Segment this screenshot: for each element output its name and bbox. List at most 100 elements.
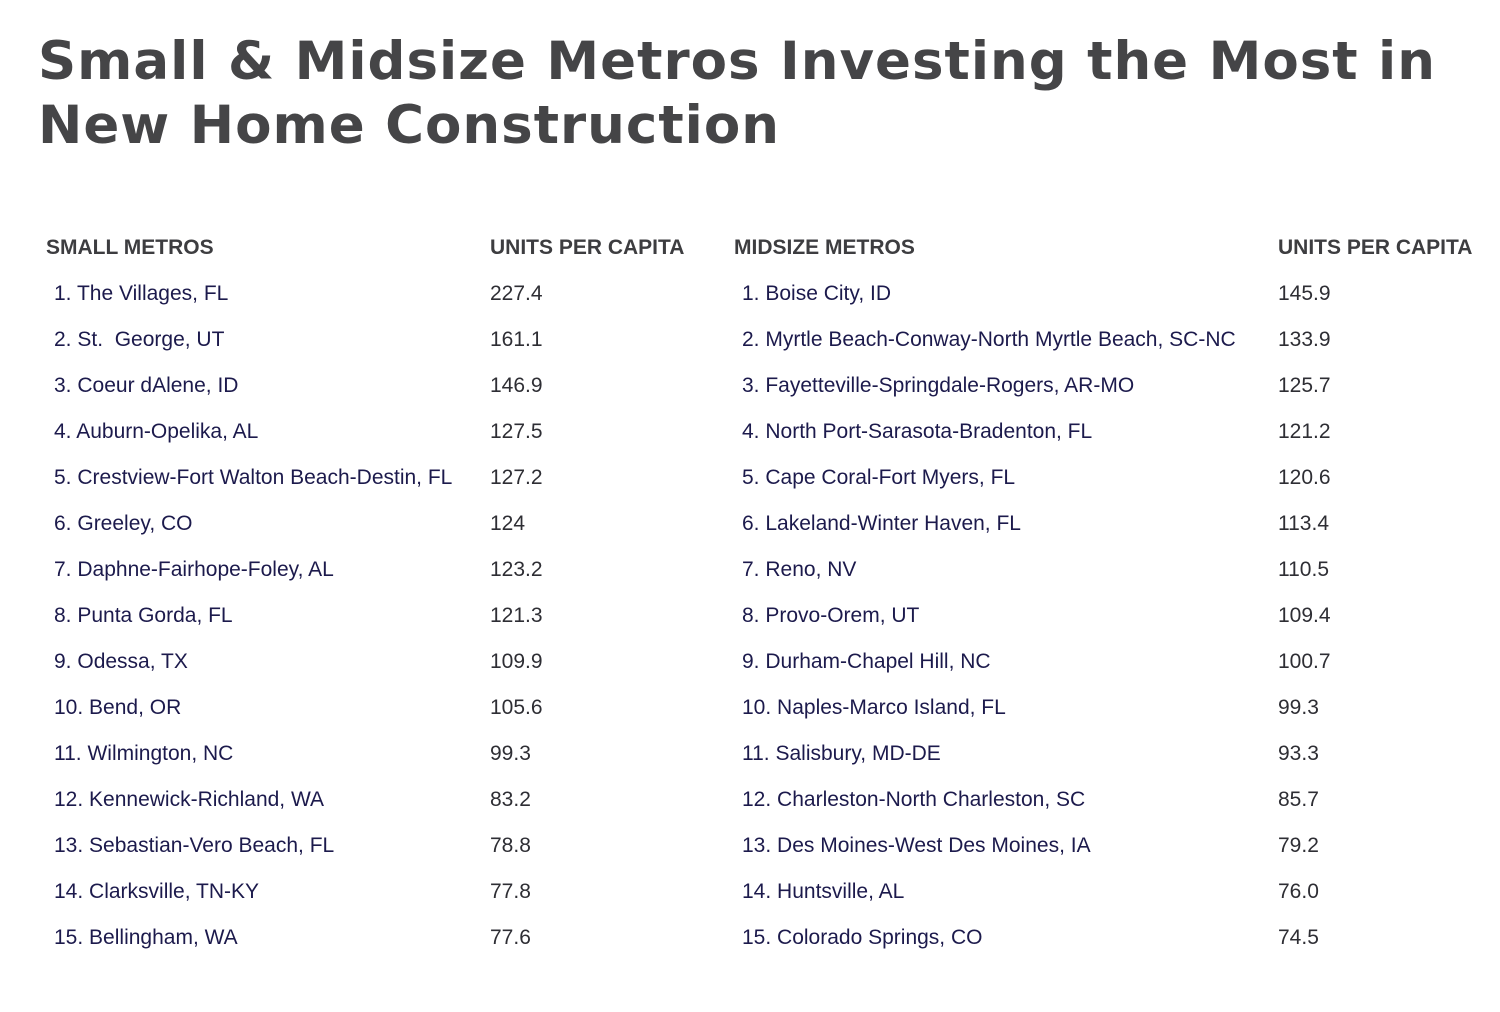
metro-name-cell: 1. The Villages, FL (54, 271, 228, 317)
units-per-capita-value: 123.2 (490, 558, 543, 581)
rank-number: 5. (54, 466, 72, 489)
metro-name: Lakeland-Winter Haven, FL (765, 512, 1021, 535)
page-title: Small & Midsize Metros Investing the Mos… (38, 31, 1436, 156)
metro-name: Des Moines-West Des Moines, IA (777, 834, 1091, 857)
units-per-capita-value: 145.9 (1278, 282, 1331, 305)
rank-number: 4. (54, 420, 72, 443)
table-row: 10. Bend, OR 105.6 (46, 685, 696, 731)
rank-number: 6. (742, 512, 760, 535)
units-per-capita-value: 79.2 (1278, 834, 1319, 857)
rank-number: 2. (742, 328, 760, 351)
metro-name-cell: 3. Fayetteville-Springdale-Rogers, AR-MO (742, 363, 1134, 409)
metro-name-cell: 9. Odessa, TX (54, 639, 188, 685)
metro-name-cell: 12. Charleston-North Charleston, SC (742, 777, 1085, 823)
units-per-capita-value: 113.4 (1278, 512, 1329, 535)
metro-name: Crestview-Fort Walton Beach-Destin, FL (77, 466, 453, 489)
column-header-metro: MIDSIZE METROS (734, 236, 915, 259)
metro-name: Punta Gorda, FL (77, 604, 233, 627)
table-row: 7. Daphne-Fairhope-Foley, AL 123.2 (46, 547, 696, 593)
rank-number: 3. (54, 374, 72, 397)
metro-name: Coeur dAlene, ID (77, 374, 239, 397)
units-per-capita-value: 76.0 (1278, 880, 1319, 903)
table-row: 13. Des Moines-West Des Moines, IA 79.2 (734, 823, 1494, 869)
rank-number: 14. (742, 880, 772, 903)
rank-number: 1. (742, 282, 760, 305)
metro-name: Durham-Chapel Hill, NC (765, 650, 991, 673)
units-per-capita-value: 100.7 (1278, 650, 1331, 673)
metro-name: Bellingham, WA (89, 926, 238, 949)
rank-number: 9. (742, 650, 760, 673)
metro-name: Auburn-Opelika, AL (76, 420, 259, 443)
units-per-capita-value: 109.4 (1278, 604, 1331, 627)
rank-number: 12. (54, 788, 84, 811)
table-row: 8. Punta Gorda, FL 121.3 (46, 593, 696, 639)
table-row: 1. The Villages, FL 227.4 (46, 271, 696, 317)
units-per-capita-value: 93.3 (1278, 742, 1319, 765)
units-per-capita-value: 124 (490, 512, 526, 535)
rank-number: 15. (742, 926, 772, 949)
metro-name-cell: 2. Myrtle Beach-Conway-North Myrtle Beac… (742, 317, 1236, 363)
metro-name-cell: 6. Greeley, CO (54, 501, 193, 547)
units-per-capita-value: 146.9 (490, 374, 543, 397)
metro-name: Odessa, TX (77, 650, 188, 673)
metro-name: The Villages, FL (76, 282, 229, 305)
rank-number: 9. (54, 650, 72, 673)
table-row: 15. Colorado Springs, CO 74.5 (734, 915, 1494, 961)
table-row: 11. Salisbury, MD-DE 93.3 (734, 731, 1494, 777)
units-per-capita-value: 99.3 (490, 742, 531, 765)
rank-number: 8. (742, 604, 760, 627)
units-per-capita-value: 78.8 (490, 834, 531, 857)
metro-name-cell: 2. St. George, UT (54, 317, 224, 363)
metro-name: Huntsville, AL (777, 880, 905, 903)
metro-name-cell: 1. Boise City, ID (742, 271, 891, 317)
table-header: SMALL METROS UNITS PER CAPITA (46, 225, 696, 271)
metro-name: Cape Coral-Fort Myers, FL (765, 466, 1016, 489)
units-per-capita-value: 125.7 (1278, 374, 1331, 397)
rank-number: 2. (54, 328, 72, 351)
rank-number: 14. (54, 880, 84, 903)
metro-name: Sebastian-Vero Beach, FL (89, 834, 335, 857)
table-row: 14. Huntsville, AL 76.0 (734, 869, 1494, 915)
table-row: 12. Charleston-North Charleston, SC 85.7 (734, 777, 1494, 823)
metro-name-cell: 11. Salisbury, MD-DE (742, 731, 941, 777)
table-row: 6. Lakeland-Winter Haven, FL 113.4 (734, 501, 1494, 547)
metro-name-cell: 5. Cape Coral-Fort Myers, FL (742, 455, 1015, 501)
metro-name-cell: 10. Naples-Marco Island, FL (742, 685, 1006, 731)
rank-number: 6. (54, 512, 72, 535)
metro-name-cell: 8. Punta Gorda, FL (54, 593, 233, 639)
table-row: 2. Myrtle Beach-Conway-North Myrtle Beac… (734, 317, 1494, 363)
metro-name: Kennewick-Richland, WA (89, 788, 325, 811)
rank-number: 7. (54, 558, 72, 581)
metro-name: Naples-Marco Island, FL (777, 696, 1006, 719)
metro-name-cell: 11. Wilmington, NC (54, 731, 233, 777)
metro-name-cell: 8. Provo-Orem, UT (742, 593, 919, 639)
rank-number: 5. (742, 466, 760, 489)
units-per-capita-value: 227.4 (490, 282, 543, 305)
table-row: 8. Provo-Orem, UT 109.4 (734, 593, 1494, 639)
units-per-capita-value: 121.3 (490, 604, 543, 627)
units-per-capita-value: 77.8 (490, 880, 531, 903)
units-per-capita-value: 127.2 (490, 466, 543, 489)
metro-name-cell: 4. North Port-Sarasota-Bradenton, FL (742, 409, 1092, 455)
table-row: 6. Greeley, CO 124 (46, 501, 696, 547)
table-row: 4. North Port-Sarasota-Bradenton, FL 121.… (734, 409, 1494, 455)
table-header: MIDSIZE METROS UNITS PER CAPITA (734, 225, 1494, 271)
table-row: 15. Bellingham, WA 77.6 (46, 915, 696, 961)
metro-name-cell: 15. Colorado Springs, CO (742, 915, 982, 961)
rank-number: 8. (54, 604, 72, 627)
rank-number: 3. (742, 374, 760, 397)
small-metros-table: SMALL METROS UNITS PER CAPITA 1. The Vil… (46, 225, 696, 961)
rank-number: 7. (742, 558, 760, 581)
rank-number: 10. (54, 696, 84, 719)
units-per-capita-value: 105.6 (490, 696, 543, 719)
metro-name-cell: 3. Coeur dAlene, ID (54, 363, 238, 409)
metro-name-cell: 7. Reno, NV (742, 547, 856, 593)
table-row: 1. Boise City, ID 145.9 (734, 271, 1494, 317)
units-per-capita-value: 127.5 (490, 420, 543, 443)
rank-number: 13. (54, 834, 84, 857)
table-row: 9. Durham-Chapel Hill, NC 100.7 (734, 639, 1494, 685)
table-body: 1. Boise City, ID 145.9 2. Myrtle Beach-Co… (734, 271, 1494, 961)
units-per-capita-value: 83.2 (490, 788, 531, 811)
metro-name-cell: 4. Auburn-Opelika, AL (54, 409, 258, 455)
table-row: 9. Odessa, TX 109.9 (46, 639, 696, 685)
